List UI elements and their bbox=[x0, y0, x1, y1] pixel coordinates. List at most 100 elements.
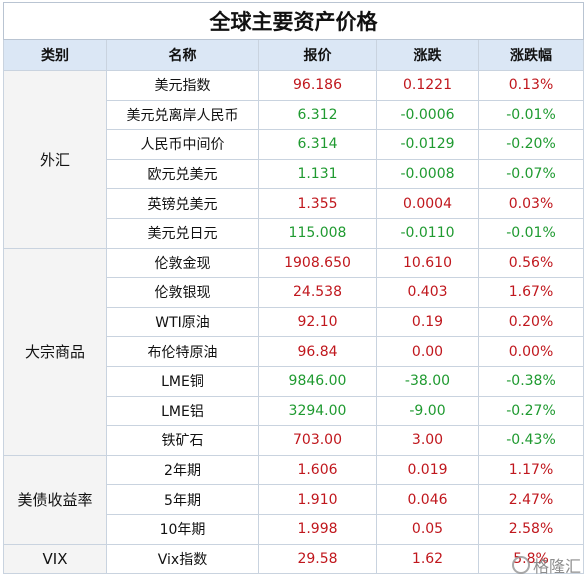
change-cell: 0.046 bbox=[376, 484, 479, 515]
price-cell: 9846.00 bbox=[258, 365, 377, 397]
price-cell: 29.58 bbox=[258, 543, 377, 575]
header-row: 类别 名称 报价 涨跌 涨跌幅 bbox=[3, 39, 585, 71]
table-row: VIX Vix指数 29.58 1.62 5.8% bbox=[3, 543, 585, 575]
change-pct-cell: -0.20% bbox=[477, 129, 585, 160]
table-row: WTI原油 92.10 0.19 0.20% bbox=[4, 306, 585, 338]
table-row: 美元兑离岸人民币 6.312 -0.0006 -0.01% bbox=[4, 99, 585, 131]
name-cell: 欧元兑美元 bbox=[106, 158, 259, 190]
change-cell: 0.1221 bbox=[376, 70, 479, 101]
name-cell: Vix指数 bbox=[106, 543, 259, 575]
header-change: 涨跌 bbox=[376, 39, 479, 71]
name-cell: 人民币中间价 bbox=[106, 129, 259, 160]
price-cell: 6.312 bbox=[258, 99, 377, 131]
change-pct-cell: 2.58% bbox=[477, 513, 585, 545]
change-cell: 0.019 bbox=[376, 454, 479, 486]
name-cell: 铁矿石 bbox=[106, 425, 259, 456]
name-cell: 英镑兑美元 bbox=[106, 188, 259, 219]
change-cell: 10.610 bbox=[376, 247, 479, 279]
name-cell: 10年期 bbox=[106, 513, 259, 545]
change-cell: -0.0129 bbox=[376, 129, 479, 160]
header-change-pct: 涨跌幅 bbox=[477, 39, 585, 71]
change-cell: -0.0110 bbox=[376, 217, 479, 249]
table-row: 外汇 美元指数 96.186 0.1221 0.13% bbox=[3, 70, 585, 249]
change-cell: 0.403 bbox=[376, 277, 479, 308]
change-pct-cell: 0.20% bbox=[477, 306, 585, 338]
change-pct-cell: -0.27% bbox=[477, 395, 585, 427]
watermark-logo-icon bbox=[511, 556, 530, 574]
table-row: 欧元兑美元 1.131 -0.0008 -0.07% bbox=[4, 158, 585, 190]
change-pct-cell: 1.17% bbox=[477, 454, 585, 486]
table-row: 伦敦银现 24.538 0.403 1.67% bbox=[4, 277, 585, 308]
change-pct-cell: 0.03% bbox=[477, 188, 585, 219]
price-cell: 1.910 bbox=[258, 484, 377, 515]
name-cell: LME铝 bbox=[106, 395, 259, 427]
change-pct-cell: -0.07% bbox=[477, 158, 585, 190]
change-pct-cell: 0.13% bbox=[477, 70, 585, 101]
name-cell: 美元兑离岸人民币 bbox=[106, 99, 259, 131]
table-row: 5年期 1.910 0.046 2.47% bbox=[4, 484, 585, 515]
name-cell: 伦敦银现 bbox=[106, 277, 259, 308]
change-pct-cell: 5.8% bbox=[477, 543, 585, 575]
price-cell: 96.186 bbox=[258, 70, 377, 101]
title-row: 全球主要资产价格 bbox=[2, 2, 585, 40]
change-cell: 0.0004 bbox=[376, 188, 479, 219]
name-cell: 布伦特原油 bbox=[106, 336, 259, 367]
price-cell: 1.998 bbox=[258, 513, 377, 545]
price-cell: 1908.650 bbox=[258, 247, 377, 279]
watermark: 格隆汇 bbox=[511, 553, 581, 577]
name-cell: 5年期 bbox=[106, 484, 259, 515]
change-cell: -0.0008 bbox=[376, 158, 479, 190]
change-cell: 0.05 bbox=[376, 513, 479, 545]
price-cell: 92.10 bbox=[258, 306, 377, 338]
change-pct-cell: -0.01% bbox=[477, 217, 585, 249]
category-cell: VIX bbox=[3, 543, 107, 575]
watermark-text: 格隆汇 bbox=[532, 557, 581, 576]
header-price: 报价 bbox=[258, 39, 377, 71]
name-cell: LME铜 bbox=[106, 365, 259, 397]
price-cell: 24.538 bbox=[258, 277, 377, 308]
table-title: 全球主要资产价格 bbox=[2, 2, 585, 40]
change-pct-cell: -0.43% bbox=[477, 425, 585, 456]
table-row: 布伦特原油 96.84 0.00 0.00% bbox=[4, 336, 585, 367]
change-pct-cell: -0.38% bbox=[477, 365, 585, 397]
change-cell: 0.00 bbox=[376, 336, 479, 367]
price-cell: 1.606 bbox=[258, 454, 377, 486]
change-pct-cell: -0.01% bbox=[477, 99, 585, 131]
header-name: 名称 bbox=[106, 39, 259, 71]
name-cell: WTI原油 bbox=[106, 306, 259, 338]
table-row: 大宗商品 伦敦金现 1908.650 10.610 0.56% bbox=[3, 247, 585, 456]
change-cell: -38.00 bbox=[376, 365, 479, 397]
name-cell: 美元兑日元 bbox=[106, 217, 259, 249]
price-cell: 3294.00 bbox=[258, 395, 377, 427]
change-pct-cell: 2.47% bbox=[477, 484, 585, 515]
change-pct-cell: 0.00% bbox=[477, 336, 585, 367]
price-cell: 1.131 bbox=[258, 158, 377, 190]
category-cell: 大宗商品 bbox=[3, 247, 107, 456]
change-cell: 3.00 bbox=[376, 425, 479, 456]
change-pct-cell: 0.56% bbox=[477, 247, 585, 279]
change-cell: 1.62 bbox=[376, 543, 479, 575]
change-cell: -9.00 bbox=[376, 395, 479, 427]
table-row: 10年期 1.998 0.05 2.58% bbox=[4, 513, 585, 545]
price-cell: 96.84 bbox=[258, 336, 377, 367]
table-row: 铁矿石 703.00 3.00 -0.43% bbox=[4, 425, 585, 456]
table-row: 美债收益率 2年期 1.606 0.019 1.17% bbox=[3, 454, 585, 545]
table-row: 人民币中间价 6.314 -0.0129 -0.20% bbox=[4, 129, 585, 160]
change-cell: -0.0006 bbox=[376, 99, 479, 131]
category-cell: 外汇 bbox=[3, 70, 107, 249]
name-cell: 伦敦金现 bbox=[106, 247, 259, 279]
price-cell: 1.355 bbox=[258, 188, 377, 219]
name-cell: 美元指数 bbox=[106, 70, 259, 101]
change-cell: 0.19 bbox=[376, 306, 479, 338]
price-cell: 703.00 bbox=[258, 425, 377, 456]
table-row: 英镑兑美元 1.355 0.0004 0.03% bbox=[4, 188, 585, 219]
change-pct-cell: 1.67% bbox=[477, 277, 585, 308]
price-cell: 6.314 bbox=[258, 129, 377, 160]
table-row: 美元兑日元 115.008 -0.0110 -0.01% bbox=[4, 217, 585, 249]
category-cell: 美债收益率 bbox=[3, 454, 107, 545]
name-cell: 2年期 bbox=[106, 454, 259, 486]
header-category: 类别 bbox=[3, 39, 107, 71]
